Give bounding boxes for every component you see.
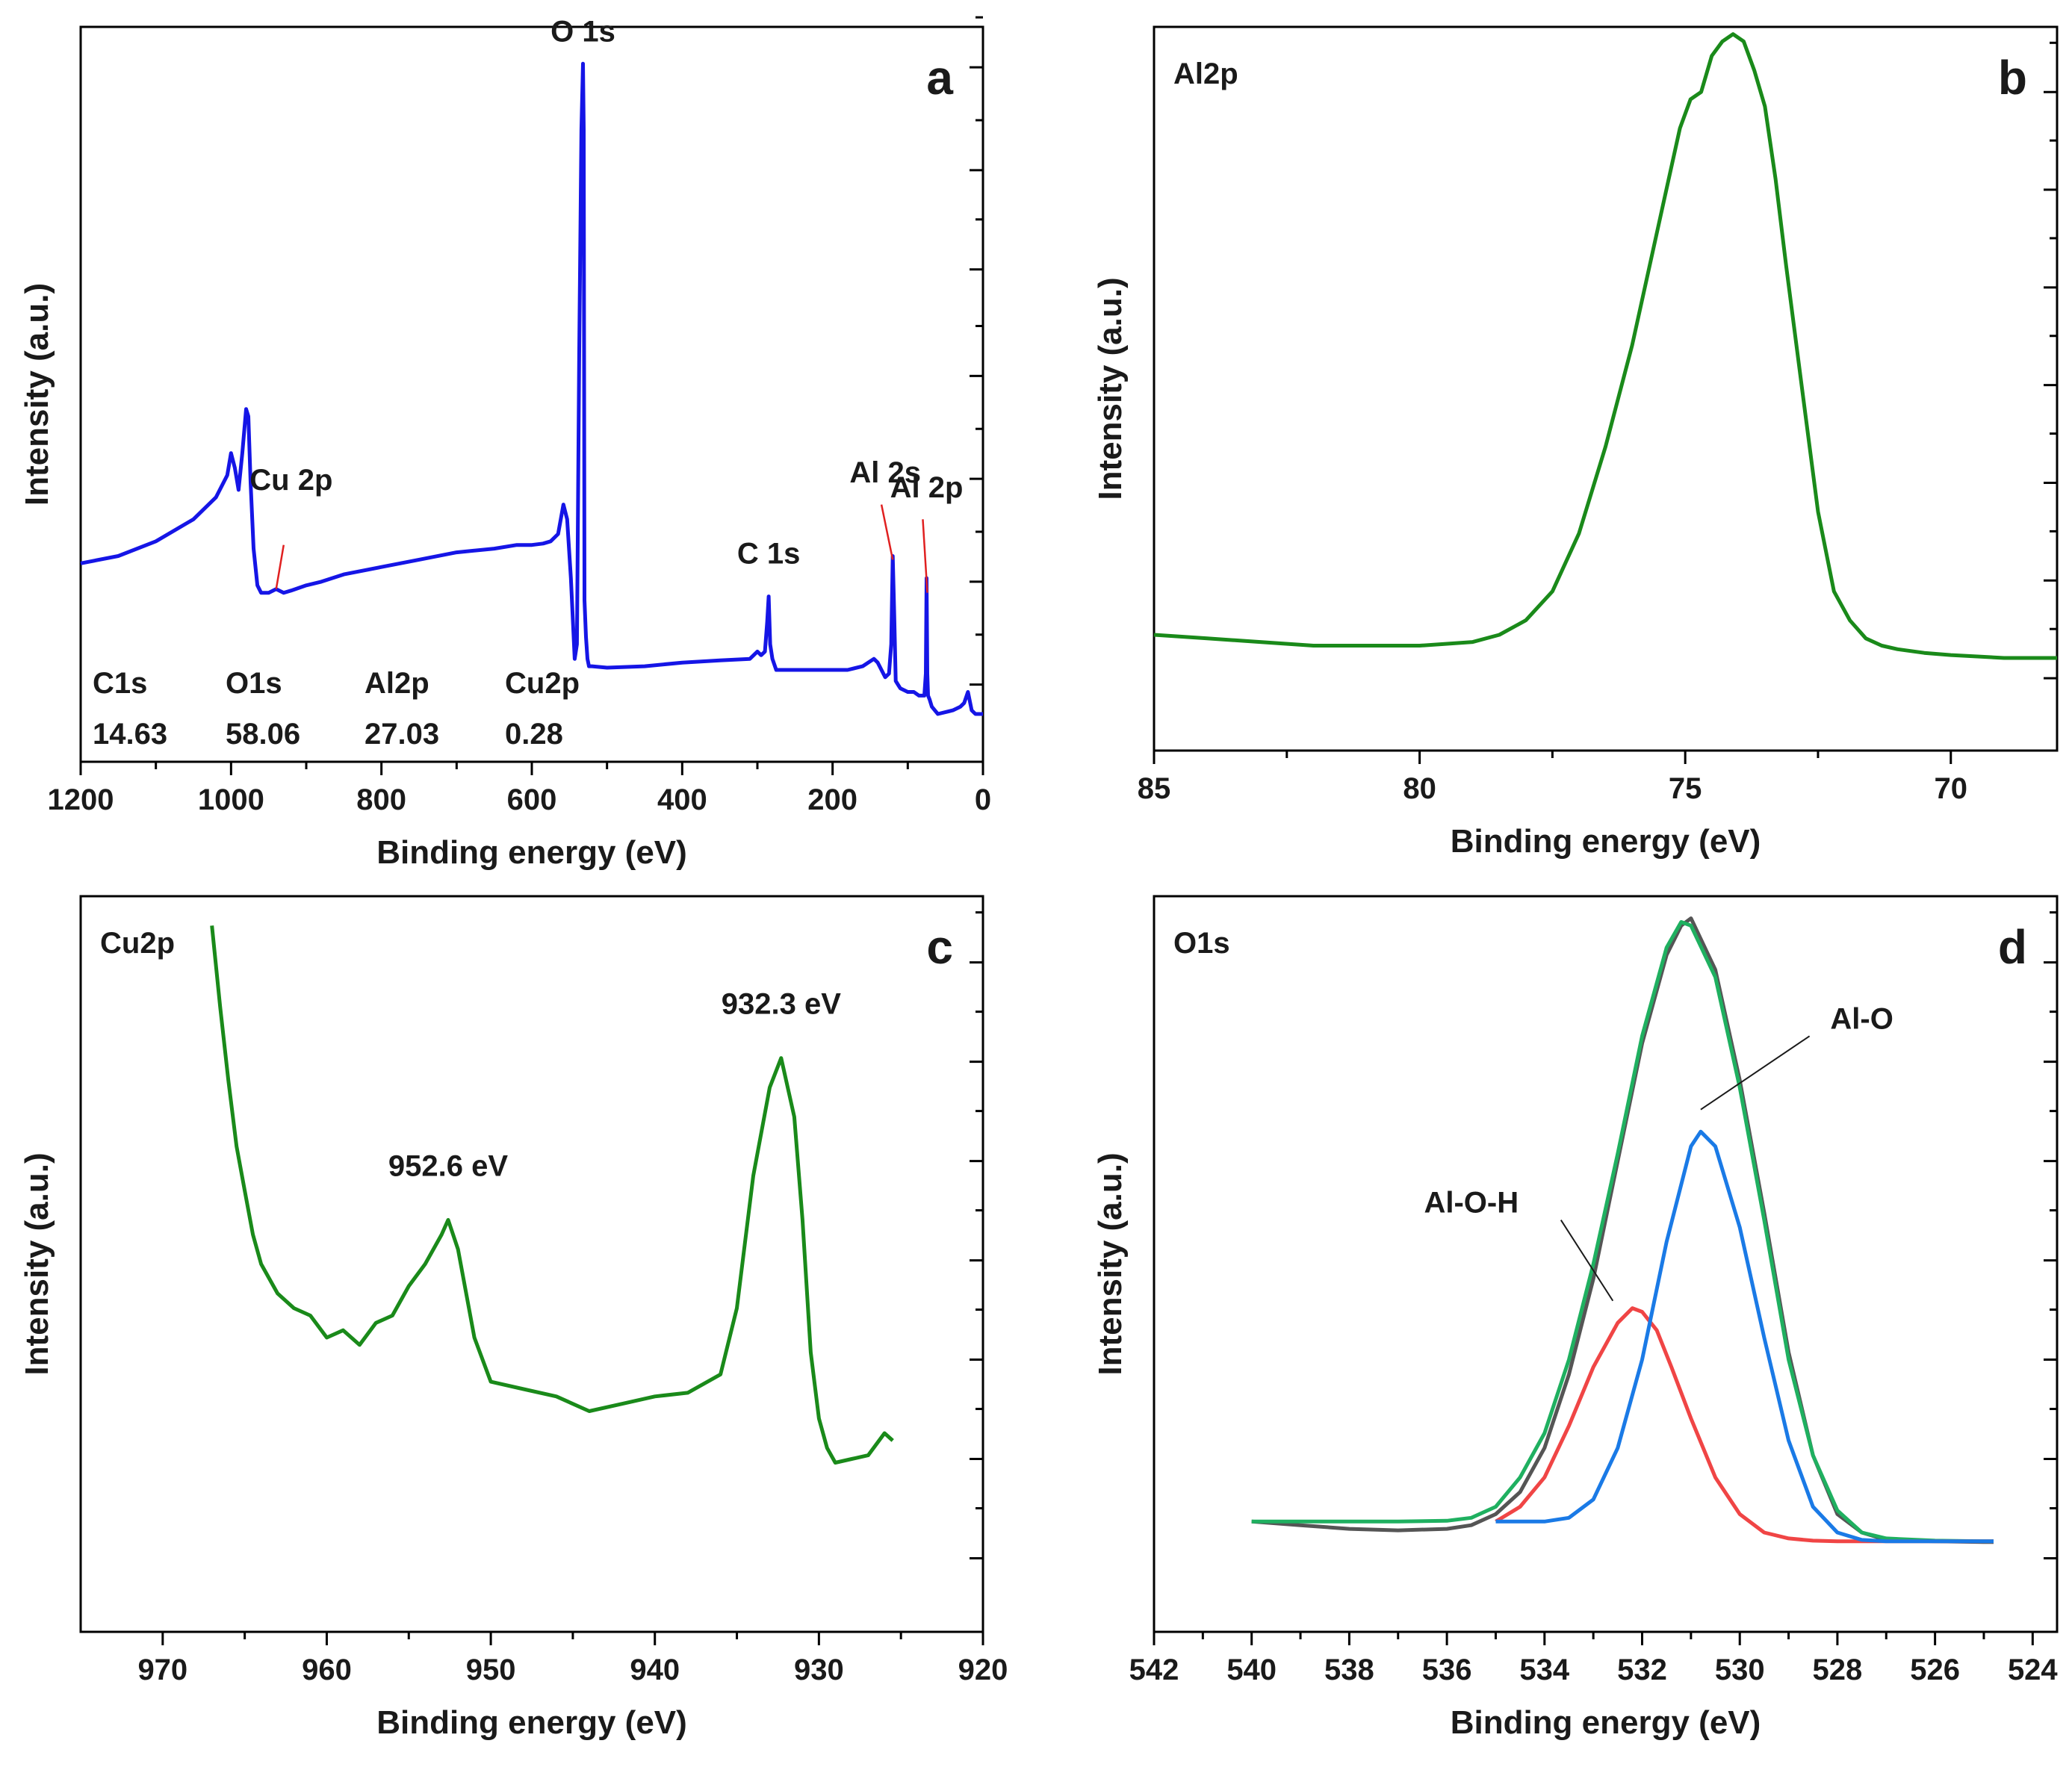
composition-header: O1s xyxy=(226,667,282,700)
x-tick-label: 536 xyxy=(1422,1654,1472,1686)
annotation-leader-line xyxy=(1560,1220,1614,1302)
y-axis-title: Intensity (a.u.) xyxy=(1092,277,1129,500)
peak-label: Cu 2p xyxy=(249,464,332,497)
x-tick-label: 532 xyxy=(1617,1654,1667,1686)
x-tick-label: 1000 xyxy=(198,783,264,816)
x-tick-label: 200 xyxy=(807,783,857,816)
panel-letter: c xyxy=(926,920,953,974)
plot-frame xyxy=(1153,25,2059,752)
x-tick-label: 400 xyxy=(657,783,707,816)
leader-line xyxy=(922,519,928,593)
component-label: Al-O xyxy=(1830,1002,1893,1035)
corner-label: Al2p xyxy=(1173,58,1238,90)
x-tick-label: 920 xyxy=(958,1654,1008,1686)
corner-label: O1s xyxy=(1173,927,1230,960)
x-tick-label: 0 xyxy=(975,783,991,816)
panel-letter: b xyxy=(1998,51,2027,105)
series-line-fit xyxy=(1251,920,1994,1544)
x-tick-label: 542 xyxy=(1129,1654,1179,1686)
x-tick-label: 960 xyxy=(302,1654,352,1686)
x-tick-label: 950 xyxy=(466,1654,516,1686)
y-axis-title: Intensity (a.u.) xyxy=(19,283,55,506)
series-line-al2p xyxy=(1153,32,2057,660)
x-tick-label: 528 xyxy=(1813,1654,1863,1686)
x-tick-label: 80 xyxy=(1403,772,1436,805)
x-tick-label: 970 xyxy=(137,1654,187,1686)
composition-header: C1s xyxy=(93,667,147,700)
panel-b: 85 80 75 70 Binding energy (eV) Intensity (a.… xyxy=(1092,0,2059,860)
leader-line xyxy=(880,504,894,560)
x-tick-label: 930 xyxy=(794,1654,844,1686)
plot-frame xyxy=(79,895,984,1633)
peak-label: 952.6 eV xyxy=(388,1149,508,1182)
x-tick-label: 600 xyxy=(507,783,557,816)
annotation-leader-line xyxy=(1700,1035,1811,1111)
x-tick-label: 530 xyxy=(1715,1654,1765,1686)
x-tick-label: 85 xyxy=(1138,772,1171,805)
x-tick-label: 1200 xyxy=(48,783,114,816)
composition-value: 27.03 xyxy=(365,718,439,751)
x-tick-label: 70 xyxy=(1935,772,1968,805)
composition-value: 58.06 xyxy=(226,718,300,751)
component-label: Al-O-H xyxy=(1424,1187,1519,1220)
peak-label: Al 2s xyxy=(849,456,921,489)
plot-frame xyxy=(1153,895,2059,1633)
peak-label: 932.3 eV xyxy=(722,988,841,1021)
series-line-survey xyxy=(80,61,983,716)
x-tick-label: 534 xyxy=(1519,1654,1569,1686)
x-tick-label: 538 xyxy=(1324,1654,1374,1686)
series-line-al-o xyxy=(1495,1129,1994,1544)
panel-a: 1200 1000 800 600 400 200 0 Binding energy (eV)… xyxy=(19,16,991,871)
series-line-al-o-h xyxy=(1495,1306,1994,1544)
composition-header: Al2p xyxy=(365,667,429,700)
y-axis-title: Intensity (a.u.) xyxy=(1092,1152,1129,1375)
series-line-cu2p xyxy=(210,925,894,1465)
x-tick-label: 75 xyxy=(1669,772,1702,805)
x-axis-title: Binding energy (eV) xyxy=(1451,823,1761,860)
x-tick-label: 940 xyxy=(630,1654,680,1686)
leader-line xyxy=(275,544,285,589)
corner-label: Cu2p xyxy=(100,927,175,960)
peak-label: O 1s xyxy=(550,16,615,49)
peak-label: Al 2p xyxy=(890,471,964,504)
composition-header: Cu2p xyxy=(505,667,580,700)
y-axis-title: Intensity (a.u.) xyxy=(19,1152,55,1375)
x-tick-label: 540 xyxy=(1226,1654,1277,1686)
x-tick-label: 800 xyxy=(356,783,406,816)
peak-label: C 1s xyxy=(737,537,801,570)
x-axis-title: Binding energy (eV) xyxy=(376,1704,687,1741)
peak-label: 73.9 eV xyxy=(1692,0,1795,4)
panel-letter: a xyxy=(926,51,953,105)
panel-d: 542 540 538 536 534 532 530 528 526 524 Binding en… xyxy=(1092,895,2059,1741)
panel-letter: d xyxy=(1998,920,2027,974)
composition-value: 0.28 xyxy=(505,718,563,751)
x-axis-title: Binding energy (eV) xyxy=(376,834,687,871)
x-axis-title: Binding energy (eV) xyxy=(1451,1704,1761,1741)
panel-c: 970 960 950 940 930 920 Binding energy (eV) Int… xyxy=(19,895,1008,1741)
x-tick-label: 524 xyxy=(2008,1654,2058,1686)
composition-value: 14.63 xyxy=(93,718,167,751)
plot-frame xyxy=(79,25,984,763)
x-tick-label: 526 xyxy=(1910,1654,1960,1686)
